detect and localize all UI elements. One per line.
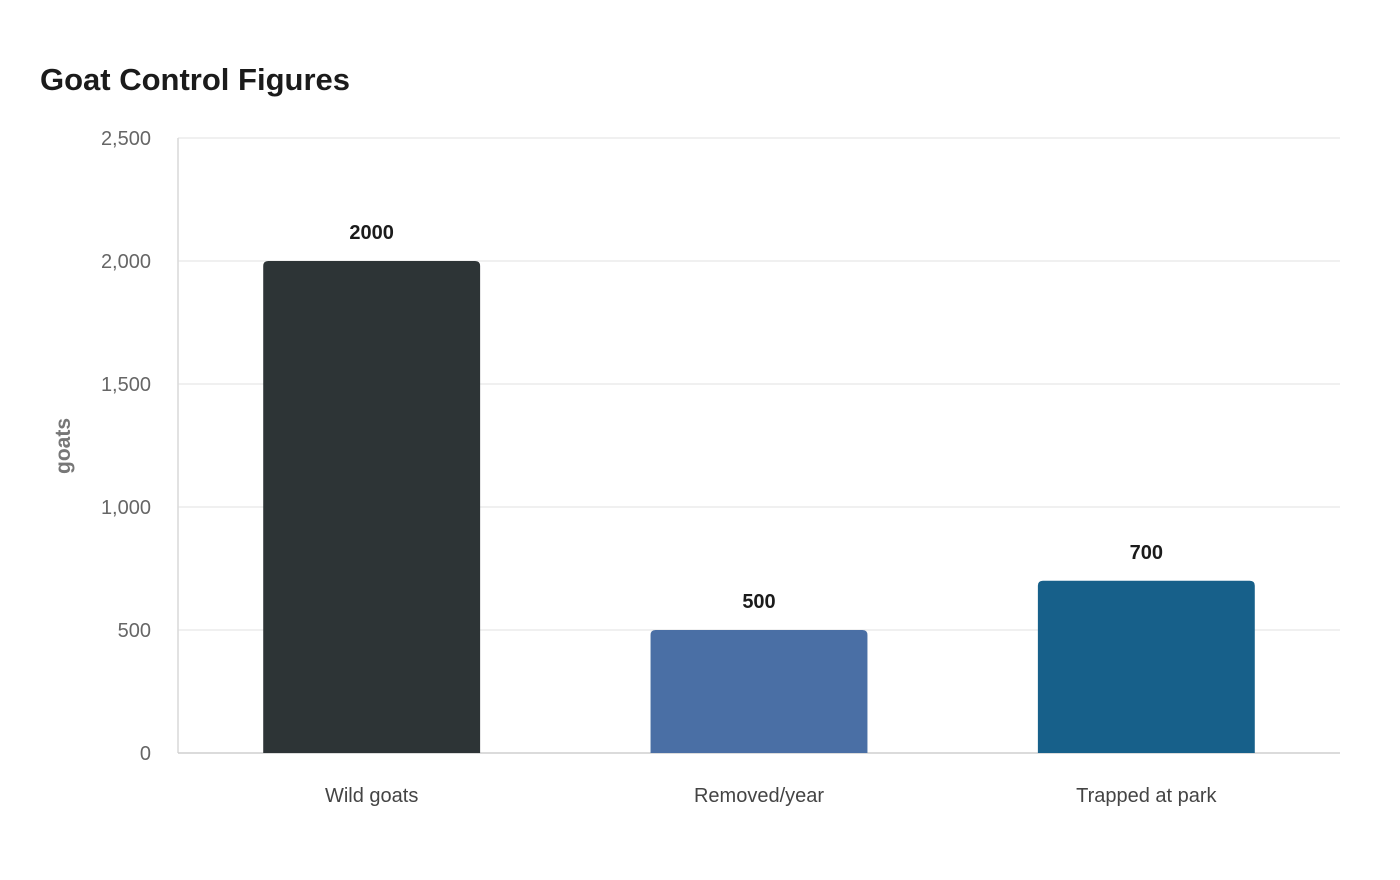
- y-axis-title: goats: [52, 418, 75, 474]
- category-labels: Wild goats Removed/year Trapped at park: [325, 785, 1218, 807]
- data-label: 2000: [349, 222, 394, 244]
- data-label: 500: [742, 591, 775, 613]
- chart-title: Goat Control Figures: [40, 62, 350, 97]
- bar-trapped-at-park: [1037, 580, 1255, 753]
- y-tick-label: 2,000: [101, 251, 151, 273]
- y-tick-label: 1,500: [101, 374, 151, 396]
- y-tick-label: 500: [118, 620, 151, 642]
- data-labels: 2000 500 700: [349, 222, 1163, 613]
- bars: [263, 261, 1255, 753]
- bar-removed-year: [650, 630, 868, 753]
- bar-wild-goats: [263, 261, 481, 753]
- data-label: 700: [1130, 542, 1163, 564]
- y-tick-label: 0: [140, 743, 151, 765]
- y-tick-label: 1,000: [101, 497, 151, 519]
- y-tick-labels: 0 500 1,000 1,500 2,000 2,500: [101, 128, 151, 765]
- category-label: Removed/year: [694, 785, 824, 807]
- y-tick-label: 2,500: [101, 128, 151, 150]
- category-label: Wild goats: [325, 785, 418, 807]
- category-label: Trapped at park: [1076, 785, 1217, 807]
